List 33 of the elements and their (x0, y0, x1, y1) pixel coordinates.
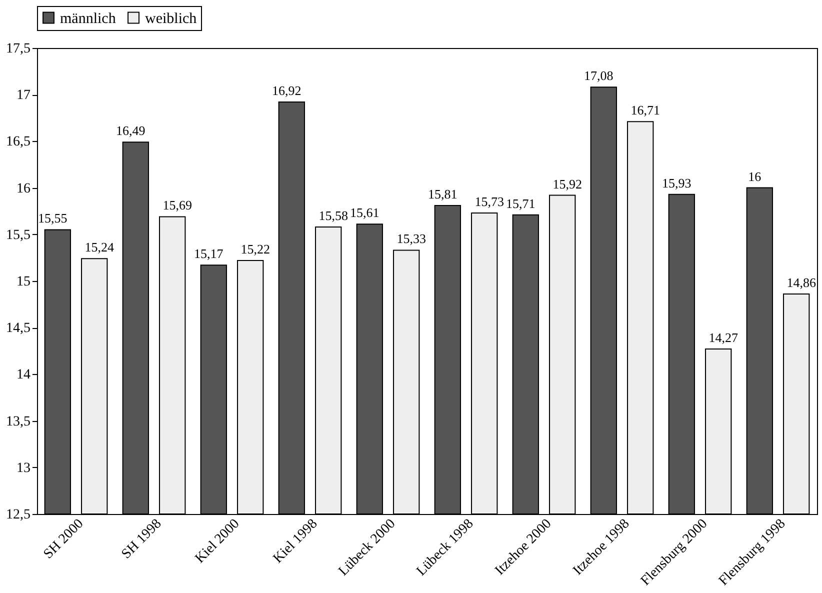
legend-label: männlich (60, 10, 116, 27)
legend-label: weiblich (145, 10, 198, 27)
data-label: 16,49 (116, 123, 146, 138)
y-tick-label: 14 (16, 368, 30, 383)
data-label: 15,69 (162, 198, 192, 213)
y-tick-label: 16 (16, 181, 30, 196)
data-label: 15,17 (194, 246, 224, 262)
y-tick-label: 15,5 (6, 228, 30, 243)
y-tick-label: 13 (16, 460, 30, 476)
data-label: 16,92 (272, 83, 302, 98)
data-label: 15,71 (506, 196, 536, 211)
data-label: 15,33 (396, 231, 426, 246)
data-label: 15,81 (428, 186, 458, 202)
data-label: 15,58 (318, 208, 348, 223)
data-label: 17,08 (584, 68, 614, 84)
y-tick-label: 16,5 (6, 134, 30, 150)
data-label: 15,73 (474, 194, 504, 209)
data-label: 16,71 (630, 102, 660, 118)
data-label: 15,55 (38, 210, 68, 226)
y-tick-label: 15 (16, 274, 30, 290)
y-tick-label: 12,5 (6, 508, 30, 522)
y-tick-label: 14,5 (6, 321, 30, 336)
y-tick-label: 13,5 (6, 414, 30, 430)
data-label: 14,86 (786, 275, 816, 290)
data-label: 15,22 (240, 241, 270, 256)
data-label: 15,92 (552, 176, 582, 192)
y-tick-label: 17,5 (6, 42, 30, 56)
y-tick-label: 17 (16, 88, 30, 104)
data-label: 15,93 (662, 175, 692, 190)
data-label: 15,61 (350, 205, 380, 220)
data-label: 16 (748, 168, 762, 184)
data-label: 15,24 (84, 240, 114, 255)
data-label: 14,27 (708, 330, 738, 346)
